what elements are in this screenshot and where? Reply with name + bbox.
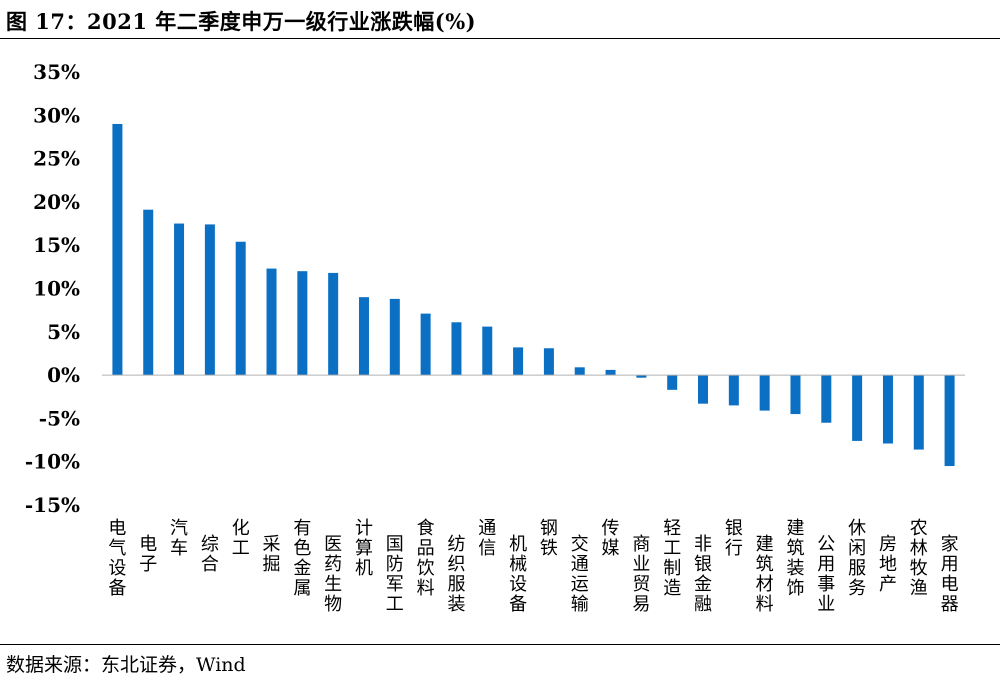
bar: [636, 375, 647, 378]
bar: [451, 322, 462, 376]
bar: [482, 326, 493, 376]
y-tick-label: -15%: [25, 493, 80, 517]
x-tick-label: 商业贸易: [632, 534, 650, 615]
bar: [235, 241, 246, 376]
x-tick-label: 电气设备: [108, 518, 126, 599]
bar: [358, 297, 369, 376]
x-tick-label: 钢铁: [540, 518, 558, 559]
x-tick-label: 轻工制造: [663, 518, 681, 599]
bar: [667, 375, 678, 390]
x-tick-label: 有色金属: [293, 518, 311, 599]
title-rule: [0, 38, 1000, 39]
x-tick-label: 医药生物: [324, 534, 342, 615]
source-rule: [0, 644, 1000, 645]
bar: [112, 123, 123, 376]
bar: [944, 375, 955, 467]
x-tick-label: 房地产: [879, 534, 897, 595]
y-tick-label: 10%: [33, 277, 80, 301]
bar: [297, 271, 308, 376]
y-tick-label: 30%: [33, 103, 80, 127]
y-tick-label: 25%: [33, 147, 80, 171]
x-tick-label: 通信: [478, 518, 496, 559]
y-tick-label: 0%: [47, 363, 80, 387]
bar: [852, 375, 863, 441]
bar: [698, 375, 709, 404]
y-tick-label: 20%: [33, 190, 80, 214]
x-tick-label: 交通运输: [571, 534, 589, 615]
x-tick-label: 休闲服务: [848, 518, 866, 599]
bar: [605, 369, 616, 376]
x-tick-label: 建筑装饰: [786, 518, 804, 599]
y-tick-label: -10%: [25, 450, 80, 474]
bar: [821, 375, 832, 423]
bar: [204, 224, 215, 376]
bar: [266, 268, 277, 376]
bar: [389, 298, 400, 376]
bars-group: [112, 123, 955, 467]
bar: [913, 375, 924, 450]
source-note: 数据来源：东北证券，Wind: [6, 654, 246, 676]
bar: [328, 272, 339, 376]
x-tick-label: 非银金融: [694, 534, 712, 615]
x-tick-label: 传媒: [602, 518, 620, 559]
bar: [143, 209, 154, 376]
x-tick-label: 家用电器: [941, 534, 959, 615]
bar: [882, 375, 893, 444]
x-axis-labels: 电气设备电子汽车 综合化工 采掘有色金属医药生物计算机国防军工食品饮料纺织服装通信机…: [108, 518, 958, 615]
x-tick-label: 国防军工: [386, 534, 404, 615]
x-tick-label: 采掘: [263, 534, 281, 575]
bar: [420, 313, 431, 376]
bar: [790, 375, 801, 415]
x-tick-label: 电子: [139, 534, 157, 575]
y-tick-label: 15%: [33, 233, 80, 257]
y-axis-ticks: 35% 30% 25% 20% 15% 10% 5% 0% -5% -10% -15%: [25, 60, 80, 517]
y-tick-label: 5%: [47, 320, 80, 344]
x-tick-label: 综合: [201, 534, 219, 575]
y-tick-label: -5%: [39, 406, 80, 430]
bar: [759, 375, 770, 411]
x-tick-label: 银行: [725, 518, 743, 559]
bar: [174, 223, 185, 376]
bar: [543, 348, 554, 376]
y-tick-label: 35%: [33, 60, 80, 84]
bar: [728, 375, 739, 406]
x-tick-label: 化工: [232, 518, 250, 559]
x-tick-label: 计算机: [355, 518, 373, 579]
x-tick-label: 农林牧渔: [910, 518, 928, 599]
bar: [513, 347, 524, 376]
x-tick-label: 食品饮料: [417, 518, 435, 599]
x-tick-label: 纺织服装: [447, 534, 465, 615]
x-tick-label: 公用事业: [817, 534, 835, 615]
x-tick-label: 建筑材料: [756, 534, 774, 615]
figure-title: 图 17：2021 年二季度申万一级行业涨跌幅(%): [6, 9, 477, 34]
x-tick-label: 汽车: [170, 518, 188, 559]
x-tick-label: 机械设备: [509, 534, 527, 615]
bar: [574, 367, 585, 376]
